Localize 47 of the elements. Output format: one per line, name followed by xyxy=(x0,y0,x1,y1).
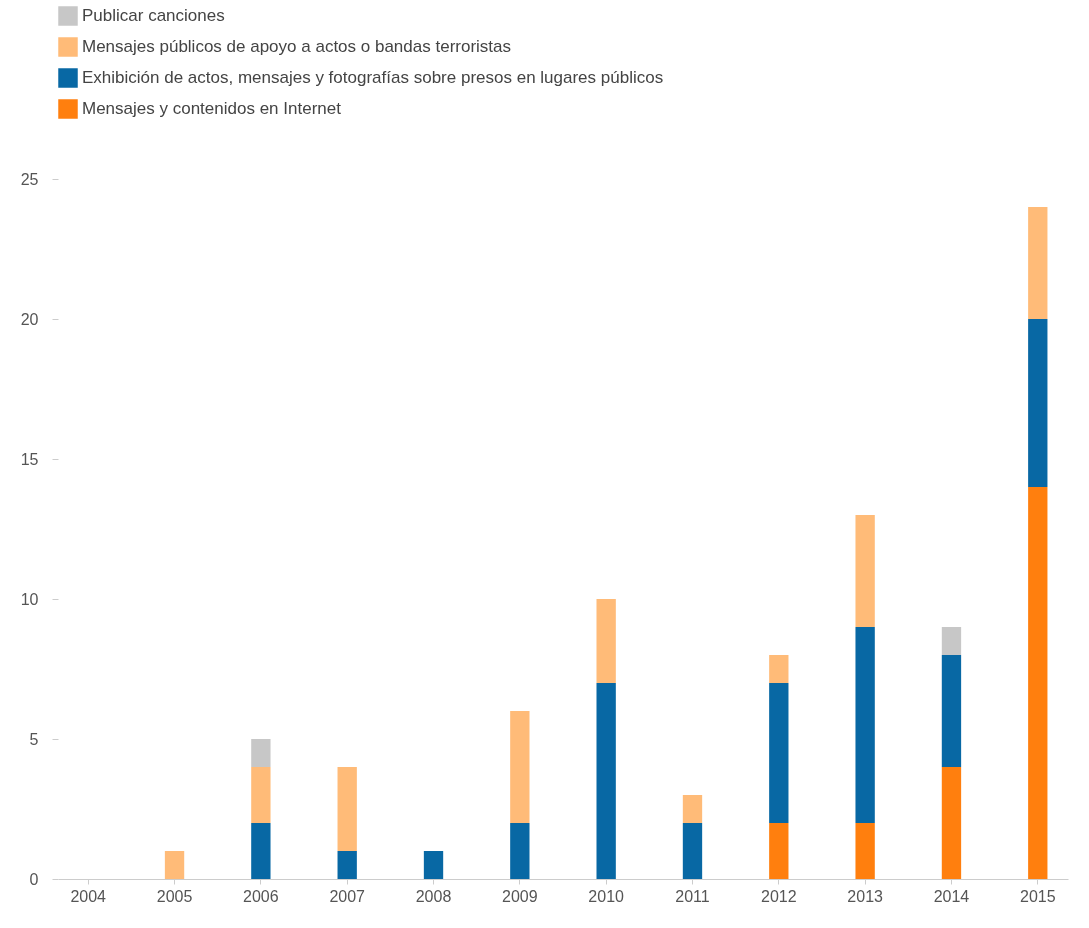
bar xyxy=(164,851,185,879)
x-tick-label: 2005 xyxy=(156,887,193,905)
bar xyxy=(682,795,703,823)
x-tick-label: 2012 xyxy=(761,887,797,905)
bar xyxy=(855,627,875,823)
bar xyxy=(251,767,271,823)
x-tick-label: 2011 xyxy=(675,887,710,905)
bar xyxy=(941,627,962,655)
y-tick-label: 5 xyxy=(29,730,39,748)
bar xyxy=(1028,207,1048,319)
bar xyxy=(337,851,357,879)
bar xyxy=(596,599,616,683)
x-tick-label: 2006 xyxy=(243,887,279,905)
x-tick-label: 2014 xyxy=(933,887,970,905)
x-tick-label: 2015 xyxy=(1019,887,1056,905)
y-tick-label: 10 xyxy=(20,590,39,608)
bar xyxy=(596,683,616,879)
bar xyxy=(251,739,271,767)
bar xyxy=(1028,319,1048,487)
x-tick-label: 2013 xyxy=(847,887,884,905)
x-tick-label: 2008 xyxy=(415,887,452,905)
y-tick-label: 0 xyxy=(29,870,39,888)
bar xyxy=(423,851,444,879)
bar xyxy=(337,767,357,851)
bar xyxy=(251,823,271,879)
x-tick-label: 2009 xyxy=(502,887,538,905)
legend-label: Publicar canciones xyxy=(82,6,225,25)
y-tick-label: 20 xyxy=(20,310,39,328)
legend-label: Mensajes y contenidos en Internet xyxy=(82,99,342,118)
bar xyxy=(1028,487,1048,879)
bar xyxy=(769,683,789,823)
x-tick-label: 2004 xyxy=(70,887,107,905)
y-tick-label: 15 xyxy=(20,450,39,468)
x-tick-label: 2007 xyxy=(329,887,366,905)
y-tick-label: 25 xyxy=(20,170,39,188)
bar xyxy=(510,823,530,879)
legend-label: Exhibición de actos, mensajes y fotografías sobre presos en lugares públicos xyxy=(82,68,664,87)
bar xyxy=(855,515,875,627)
bar xyxy=(855,823,875,879)
bar xyxy=(941,655,962,767)
x-tick-label: 2010 xyxy=(588,887,625,905)
bar xyxy=(682,823,703,879)
bar xyxy=(769,655,789,683)
legend-label: Mensajes públicos de apoyo a actos o bandas terroristas xyxy=(82,37,512,56)
bar xyxy=(941,767,962,879)
bar xyxy=(510,711,530,823)
bar xyxy=(769,823,789,879)
